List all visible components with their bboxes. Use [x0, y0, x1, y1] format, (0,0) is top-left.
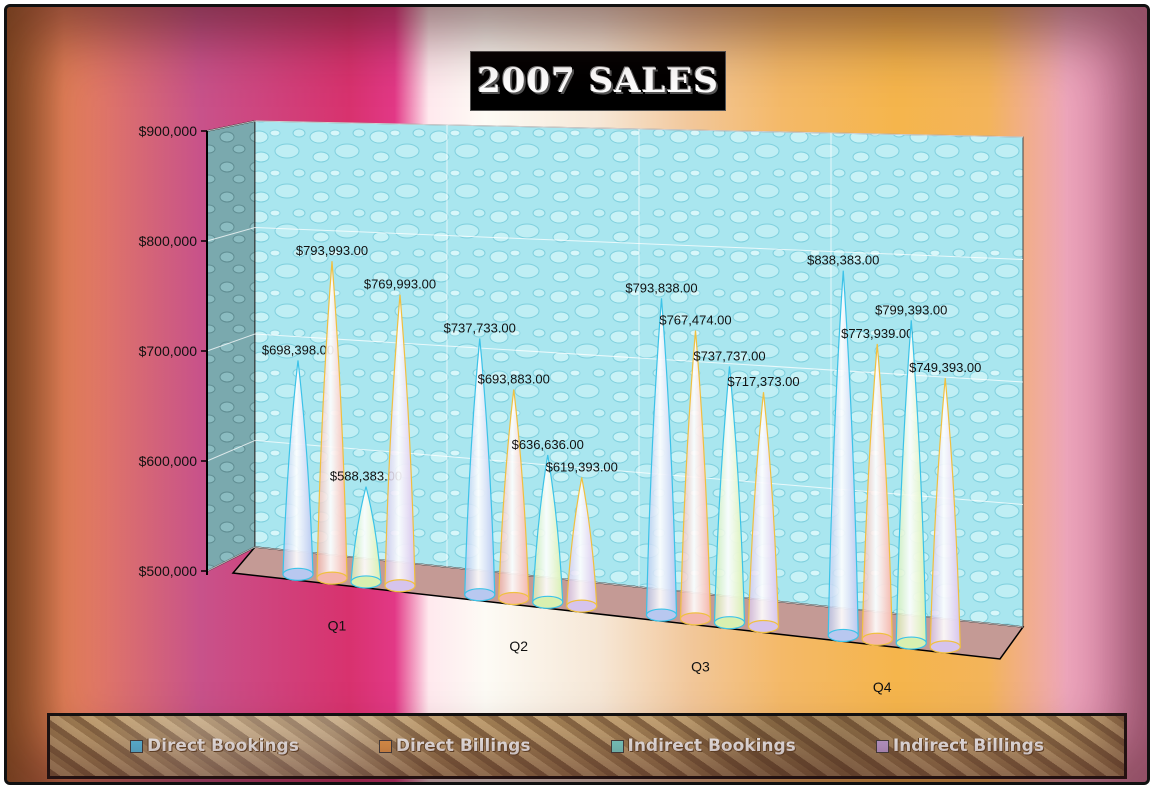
data-label: $799,393.00	[875, 302, 947, 317]
data-label: $698,398.00	[262, 342, 334, 357]
chart-plot: $500,000 $600,000 $700,000 $800,000 $900,000…	[139, 120, 1025, 695]
legend-label: Indirect Billings	[892, 736, 1044, 756]
legend-item-direct-bookings: Direct Bookings	[130, 736, 299, 756]
data-label: $793,838.00	[625, 280, 697, 295]
legend-label: Indirect Bookings	[627, 736, 796, 756]
legend-swatch	[130, 739, 143, 753]
y-tick-label: $800,000	[139, 233, 198, 249]
data-label: $693,883.00	[478, 371, 550, 386]
cone-bar	[861, 343, 893, 646]
data-label: $717,373.00	[727, 374, 799, 389]
cone-bar	[645, 298, 678, 622]
x-tick-label: Q4	[873, 679, 892, 695]
cone-bar	[747, 392, 780, 634]
cone-bar	[282, 360, 314, 581]
gridline	[206, 120, 1024, 138]
cone-bar	[384, 294, 416, 593]
legend-swatch	[875, 739, 889, 753]
cone-bar	[895, 320, 927, 650]
legend-item-indirect-billings: Indirect Billings	[875, 736, 1044, 756]
chart-title: 2007 SALES	[477, 61, 719, 101]
data-label: $619,393.00	[546, 459, 618, 474]
legend-label: Direct Billings	[395, 736, 531, 756]
gridline	[206, 226, 1024, 260]
chart-frame: $500,000 $600,000 $700,000 $800,000 $900,000…	[4, 4, 1150, 785]
cone-bar	[713, 366, 746, 630]
y-tick-label: $600,000	[139, 453, 198, 469]
cone-bar	[566, 477, 598, 613]
x-tick-label: Q2	[509, 638, 528, 654]
cone-bar	[929, 377, 961, 654]
cone-bar	[464, 338, 496, 602]
data-label: $636,636.00	[512, 437, 584, 452]
cone-bar	[350, 486, 382, 589]
legend: Direct Bookings Direct Billings Indirect…	[47, 713, 1127, 779]
cone-bar	[316, 261, 348, 585]
gridline	[206, 333, 1024, 383]
chart-title-box: 2007 SALES	[470, 51, 726, 111]
y-tick-label: $900,000	[139, 123, 198, 139]
cone-bar	[827, 270, 859, 643]
cone-bar	[498, 389, 530, 606]
data-label: $749,393.00	[909, 360, 981, 375]
y-tick-label: $700,000	[139, 343, 198, 359]
cone-bar	[532, 454, 564, 609]
data-label: $588,383.00	[330, 469, 402, 484]
legend-item-indirect-bookings: Indirect Bookings	[610, 736, 796, 756]
legend-label: Direct Bookings	[147, 736, 299, 756]
data-label: $773,939.00	[841, 326, 913, 341]
side-wall	[206, 120, 256, 573]
legend-swatch	[610, 739, 624, 753]
x-tick-label: Q3	[691, 658, 710, 674]
x-tick-label: Q1	[328, 618, 347, 634]
data-label: $793,993.00	[296, 243, 368, 258]
legend-swatch	[378, 739, 392, 753]
data-label: $769,993.00	[364, 277, 436, 292]
data-label: $838,383.00	[807, 253, 879, 268]
y-tick-label: $500,000	[139, 563, 198, 579]
cone-bar	[679, 330, 712, 626]
data-label: $737,733.00	[444, 320, 516, 335]
legend-item-direct-billings: Direct Billings	[378, 736, 531, 756]
data-label: $737,737.00	[693, 348, 765, 363]
data-label: $767,474.00	[659, 313, 731, 328]
